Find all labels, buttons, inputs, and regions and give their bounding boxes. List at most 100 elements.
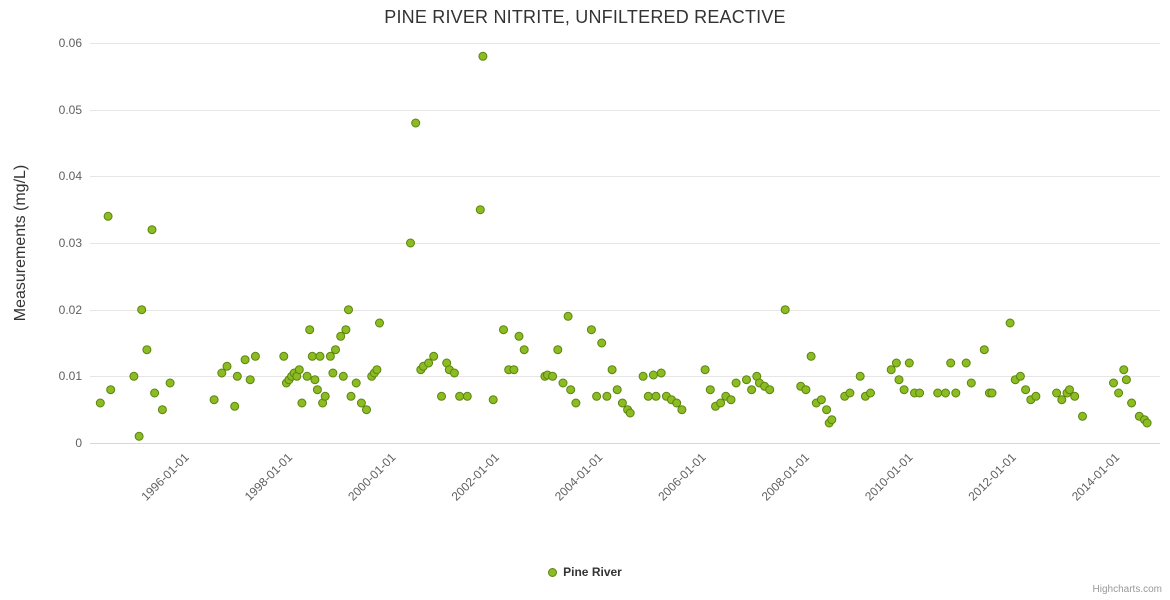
- data-point[interactable]: [1057, 395, 1067, 405]
- data-point[interactable]: [726, 395, 736, 405]
- data-point[interactable]: [372, 365, 382, 375]
- data-point[interactable]: [137, 305, 147, 315]
- data-point[interactable]: [341, 325, 351, 335]
- data-point[interactable]: [305, 325, 315, 335]
- data-point[interactable]: [946, 358, 956, 368]
- data-point[interactable]: [312, 385, 322, 395]
- data-point[interactable]: [891, 358, 901, 368]
- data-point[interactable]: [548, 371, 558, 381]
- data-point[interactable]: [677, 405, 687, 415]
- data-point[interactable]: [553, 345, 563, 355]
- data-point[interactable]: [625, 408, 635, 418]
- data-point[interactable]: [638, 371, 648, 381]
- data-point[interactable]: [331, 345, 340, 355]
- data-point[interactable]: [455, 391, 465, 401]
- data-point[interactable]: [320, 391, 330, 401]
- data-point[interactable]: [245, 375, 255, 385]
- data-point[interactable]: [1070, 391, 1080, 401]
- data-point[interactable]: [222, 361, 232, 371]
- data-point[interactable]: [651, 391, 661, 401]
- data-point[interactable]: [346, 391, 356, 401]
- data-point[interactable]: [855, 371, 865, 381]
- data-point[interactable]: [586, 325, 596, 335]
- data-point[interactable]: [328, 368, 338, 378]
- data-point[interactable]: [95, 398, 105, 408]
- data-point[interactable]: [822, 405, 832, 415]
- data-point[interactable]: [987, 388, 997, 398]
- data-point[interactable]: [240, 355, 250, 365]
- data-point[interactable]: [1109, 378, 1118, 388]
- data-point[interactable]: [1127, 398, 1137, 408]
- data-point[interactable]: [356, 398, 366, 408]
- data-point[interactable]: [656, 368, 666, 378]
- highcharts-credits[interactable]: Highcharts.com: [1092, 584, 1162, 595]
- data-point[interactable]: [747, 385, 757, 395]
- data-point[interactable]: [475, 205, 485, 215]
- data-point[interactable]: [1031, 391, 1041, 401]
- data-point[interactable]: [1052, 388, 1062, 398]
- data-point[interactable]: [716, 398, 726, 408]
- data-point[interactable]: [915, 388, 925, 398]
- data-point[interactable]: [866, 388, 875, 398]
- data-point[interactable]: [429, 351, 439, 361]
- data-point[interactable]: [344, 305, 353, 315]
- data-point[interactable]: [742, 375, 751, 385]
- data-point[interactable]: [592, 391, 602, 401]
- data-point[interactable]: [563, 311, 573, 321]
- data-point[interactable]: [294, 365, 304, 375]
- data-point[interactable]: [816, 395, 826, 405]
- data-point[interactable]: [643, 391, 653, 401]
- data-point[interactable]: [566, 385, 576, 395]
- data-point[interactable]: [705, 385, 715, 395]
- data-point[interactable]: [325, 351, 335, 361]
- data-point[interactable]: [302, 371, 312, 381]
- data-point[interactable]: [462, 391, 472, 401]
- data-point[interactable]: [217, 368, 227, 378]
- data-point[interactable]: [607, 365, 617, 375]
- data-point[interactable]: [827, 415, 837, 425]
- data-point[interactable]: [648, 370, 658, 380]
- data-point[interactable]: [310, 375, 320, 385]
- data-point[interactable]: [147, 225, 157, 235]
- data-point[interactable]: [966, 378, 976, 388]
- data-point[interactable]: [672, 398, 682, 408]
- data-point[interactable]: [612, 385, 622, 395]
- data-point[interactable]: [961, 358, 971, 368]
- data-point[interactable]: [951, 388, 961, 398]
- data-point[interactable]: [134, 431, 144, 441]
- data-point[interactable]: [338, 371, 348, 381]
- data-point[interactable]: [232, 371, 242, 381]
- data-point[interactable]: [933, 388, 943, 398]
- data-point[interactable]: [1021, 385, 1031, 395]
- data-point[interactable]: [806, 351, 816, 361]
- data-point[interactable]: [1119, 365, 1129, 375]
- data-point[interactable]: [307, 351, 317, 361]
- data-point[interactable]: [941, 388, 950, 398]
- data-point[interactable]: [1114, 388, 1124, 398]
- data-point[interactable]: [103, 211, 113, 221]
- data-point[interactable]: [449, 368, 459, 378]
- data-point[interactable]: [297, 398, 307, 408]
- data-point[interactable]: [845, 388, 855, 398]
- data-point[interactable]: [478, 51, 488, 61]
- data-point[interactable]: [424, 358, 434, 368]
- data-point[interactable]: [1015, 371, 1025, 381]
- data-point[interactable]: [129, 371, 139, 381]
- data-point[interactable]: [731, 378, 741, 388]
- data-point[interactable]: [209, 395, 219, 405]
- data-point[interactable]: [597, 338, 607, 348]
- data-point[interactable]: [700, 365, 710, 375]
- data-point[interactable]: [157, 405, 167, 415]
- data-point[interactable]: [1078, 411, 1087, 421]
- data-point[interactable]: [499, 325, 508, 335]
- data-point[interactable]: [765, 385, 775, 395]
- data-point[interactable]: [514, 331, 524, 341]
- data-point[interactable]: [351, 378, 361, 388]
- data-point[interactable]: [411, 118, 421, 128]
- data-point[interactable]: [142, 345, 152, 355]
- data-point[interactable]: [894, 375, 904, 385]
- data-point[interactable]: [979, 345, 989, 355]
- data-point[interactable]: [362, 405, 371, 415]
- data-point[interactable]: [488, 395, 498, 405]
- data-point[interactable]: [279, 351, 289, 361]
